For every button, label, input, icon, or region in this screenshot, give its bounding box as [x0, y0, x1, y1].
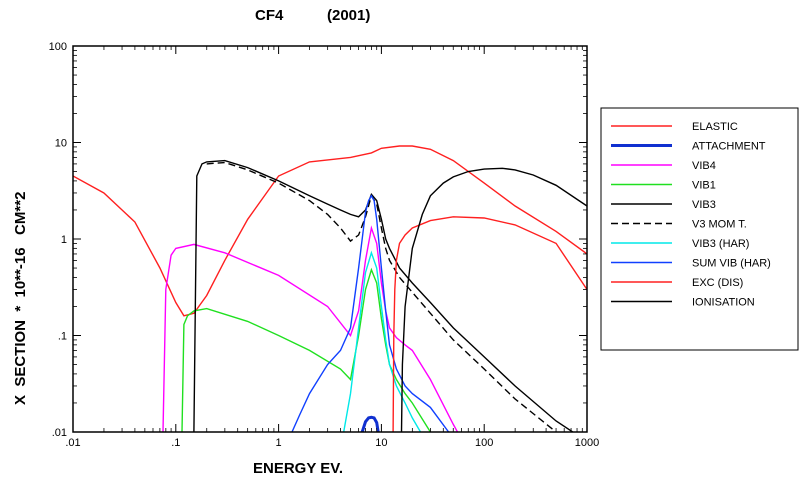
tick-layer: .01 .1 1 10 100 1000 .01 .1 1 10 100 — [49, 41, 600, 449]
y-axis-label: X SECTION * 10**-16 CM**2 — [12, 192, 29, 405]
legend-label-vib4: VIB4 — [692, 160, 716, 172]
series-layer — [73, 145, 587, 432]
legend-label-vib1: VIB1 — [692, 180, 716, 192]
series-line-elastic — [73, 145, 587, 317]
y-tick-label: 1 — [61, 234, 67, 246]
series-line-exc-dis — [392, 216, 587, 432]
y-tick-label: .1 — [58, 331, 67, 343]
legend-label-vib3-har: VIB3 (HAR) — [692, 238, 749, 250]
series-line-sum-vib-har — [291, 194, 450, 432]
y-tick-label: 100 — [49, 41, 67, 53]
series-line-vib3 — [193, 159, 575, 432]
x-tick-label: 10 — [375, 437, 387, 449]
x-tick-label: 100 — [475, 437, 493, 449]
series-line-vib4 — [162, 225, 459, 432]
series-line-attachment — [360, 415, 380, 432]
legend-label-attachment: ATTACHMENT — [692, 141, 766, 153]
legend-box — [600, 107, 799, 351]
x-tick-label: 1000 — [575, 437, 599, 449]
x-tick-label: .01 — [65, 437, 80, 449]
y-tick-label: .01 — [52, 427, 67, 439]
chart-title: CF4 — [255, 7, 284, 24]
legend-label-vib3: VIB3 — [692, 199, 716, 211]
legend-label-ionisation: IONISATION — [692, 297, 755, 309]
plot-frame — [72, 45, 588, 433]
legend-label-sum-vib-har: SUM VIB (HAR) — [692, 258, 771, 270]
x-axis-label: ENERGY EV. — [253, 460, 343, 477]
chart-subtitle: (2001) — [327, 7, 370, 24]
legend-label-v3-mom-t: V3 MOM T. — [692, 219, 747, 231]
legend-label-elastic: ELASTIC — [692, 121, 738, 133]
y-tick-label: 10 — [55, 138, 67, 150]
series-line-ionisation — [400, 167, 587, 432]
series-line-vib3-har — [343, 250, 422, 432]
series-line-v3-mom-t — [206, 161, 558, 432]
x-tick-label: .1 — [171, 437, 180, 449]
legend: ELASTIC ATTACHMENT VIB4 VIB1 VIB3 V3 MOM T. VI… — [600, 107, 799, 351]
x-tick-label: 1 — [276, 437, 282, 449]
legend-label-exc-dis: EXC (DIS) — [692, 277, 743, 289]
